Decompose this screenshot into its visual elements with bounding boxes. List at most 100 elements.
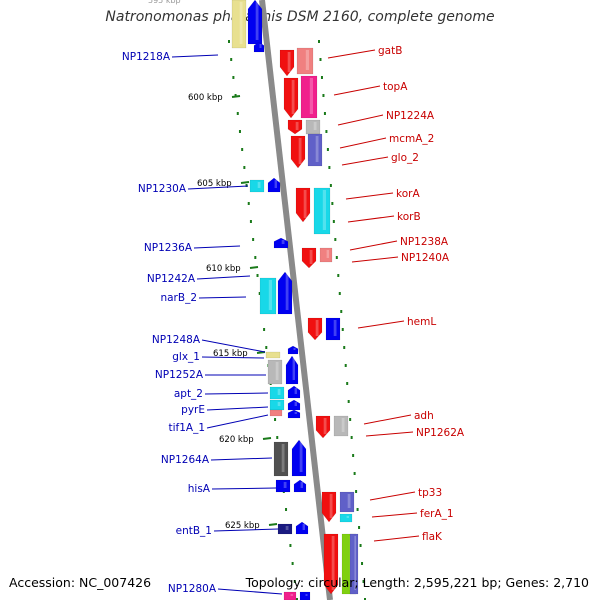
gene-feature-shade: [303, 190, 307, 218]
scale-tick: [338, 292, 341, 295]
scale-tick: [343, 346, 346, 349]
gene-feature: [277, 271, 293, 315]
gene-label-left: NP1230A: [138, 183, 187, 195]
gene-feature: [287, 399, 301, 411]
gene-leader-left: [210, 457, 273, 461]
gene-label-left: NP1264A: [161, 454, 210, 466]
gene-label-left: NP1280A: [168, 583, 217, 595]
scale-tick: [319, 58, 322, 61]
gene-feature: [285, 355, 299, 385]
gene-label-right: adh: [414, 410, 434, 422]
gene-leader-right: [345, 192, 394, 200]
gene-leader-right: [339, 137, 387, 149]
gene-feature: [265, 351, 281, 359]
gene-feature: [283, 77, 299, 119]
gene-leader-left: [217, 588, 283, 595]
gene-feature-shade: [275, 362, 279, 380]
gene-label-left: NP1236A: [144, 242, 193, 254]
gene-feature-shade: [354, 536, 356, 590]
gene-feature: [339, 491, 355, 513]
gene-label-right: mcmA_2: [389, 133, 434, 145]
gene-feature: [269, 386, 285, 400]
scale-tick: [329, 184, 332, 187]
scale-tick: [364, 598, 366, 600]
gene-feature: [300, 75, 318, 119]
gene-feature-shade: [257, 182, 261, 188]
gene-feature: [249, 179, 265, 193]
scale-tick: [265, 346, 268, 349]
gene-feature-shade: [299, 442, 303, 472]
gene-leader-right: [333, 85, 381, 96]
scale-tick: [296, 598, 298, 600]
scale-tick: [289, 544, 292, 547]
gene-feature-shade: [346, 516, 349, 518]
scale-tick: [359, 544, 362, 547]
gene-label-left: apt_2: [174, 388, 203, 400]
gene-feature-shade: [259, 44, 262, 48]
scale-tick: [256, 274, 259, 277]
gene-feature-shade: [313, 122, 317, 130]
kbp-tick: [249, 266, 259, 269]
gene-feature-shade: [329, 494, 333, 518]
gene-feature-shade: [323, 418, 327, 434]
gene-feature: [307, 317, 323, 341]
gene-leader-right: [357, 320, 405, 329]
gene-leader-left: [196, 275, 251, 280]
gene-leader-left: [171, 54, 219, 58]
kbp-label: 620 kbp: [219, 435, 254, 445]
gene-feature: [333, 415, 349, 437]
gene-feature: [307, 133, 323, 167]
gene-label-right: NP1262A: [416, 427, 465, 439]
gene-feature: [287, 385, 301, 399]
gene-feature-shade: [298, 138, 302, 164]
gene-feature: [301, 247, 317, 269]
gene-leader-left: [193, 245, 241, 249]
gene-label-right: NP1240A: [401, 252, 450, 264]
gene-feature: [253, 41, 265, 53]
scale-tick: [362, 580, 365, 583]
gene-leader-right: [341, 156, 389, 166]
gene-leader-left: [211, 487, 277, 490]
scale-tick: [352, 454, 355, 457]
scale-tick: [252, 238, 255, 241]
gene-feature-shade: [341, 418, 345, 432]
gene-feature: [323, 533, 339, 595]
gene-feature-shade: [294, 412, 297, 414]
scale-tick: [241, 148, 244, 151]
gene-leader-right: [351, 256, 399, 263]
gene-leader-left: [198, 296, 247, 299]
scale-tick: [353, 472, 356, 475]
gene-label-right: flaK: [422, 531, 443, 543]
gene-feature: [259, 277, 277, 315]
scale-tick: [347, 400, 350, 403]
kbp-tick: [231, 95, 241, 98]
gene-feature: [291, 439, 307, 477]
gene-label-right: korB: [397, 211, 421, 223]
gene-feature-shade: [295, 122, 299, 130]
gene-feature-shade: [281, 240, 285, 244]
kbp-tick: [268, 523, 278, 526]
scale-tick: [323, 112, 326, 115]
gene-leader-left: [201, 356, 265, 359]
gene-label-right: gatB: [378, 45, 402, 57]
gene-feature-shade: [277, 389, 281, 395]
gene-feature: [287, 345, 299, 355]
scale-tick: [335, 256, 338, 259]
gene-feature-shade: [281, 444, 285, 472]
gene-feature: [269, 409, 283, 417]
scale-tick: [356, 508, 359, 511]
scale-tick: [232, 76, 235, 79]
scale-tick: [349, 418, 352, 421]
gene-feature: [231, 0, 247, 49]
gene-feature-shade: [300, 482, 303, 488]
gene-feature: [339, 513, 353, 523]
gene-leader-right: [327, 49, 376, 59]
gene-feature-shade: [302, 524, 305, 530]
gene-feature: [293, 479, 307, 493]
gene-feature: [287, 119, 303, 135]
scale-tick: [243, 166, 246, 169]
gene-feature-shade: [283, 482, 287, 488]
gene-leader-right: [347, 215, 395, 223]
scale-tick: [285, 508, 288, 511]
